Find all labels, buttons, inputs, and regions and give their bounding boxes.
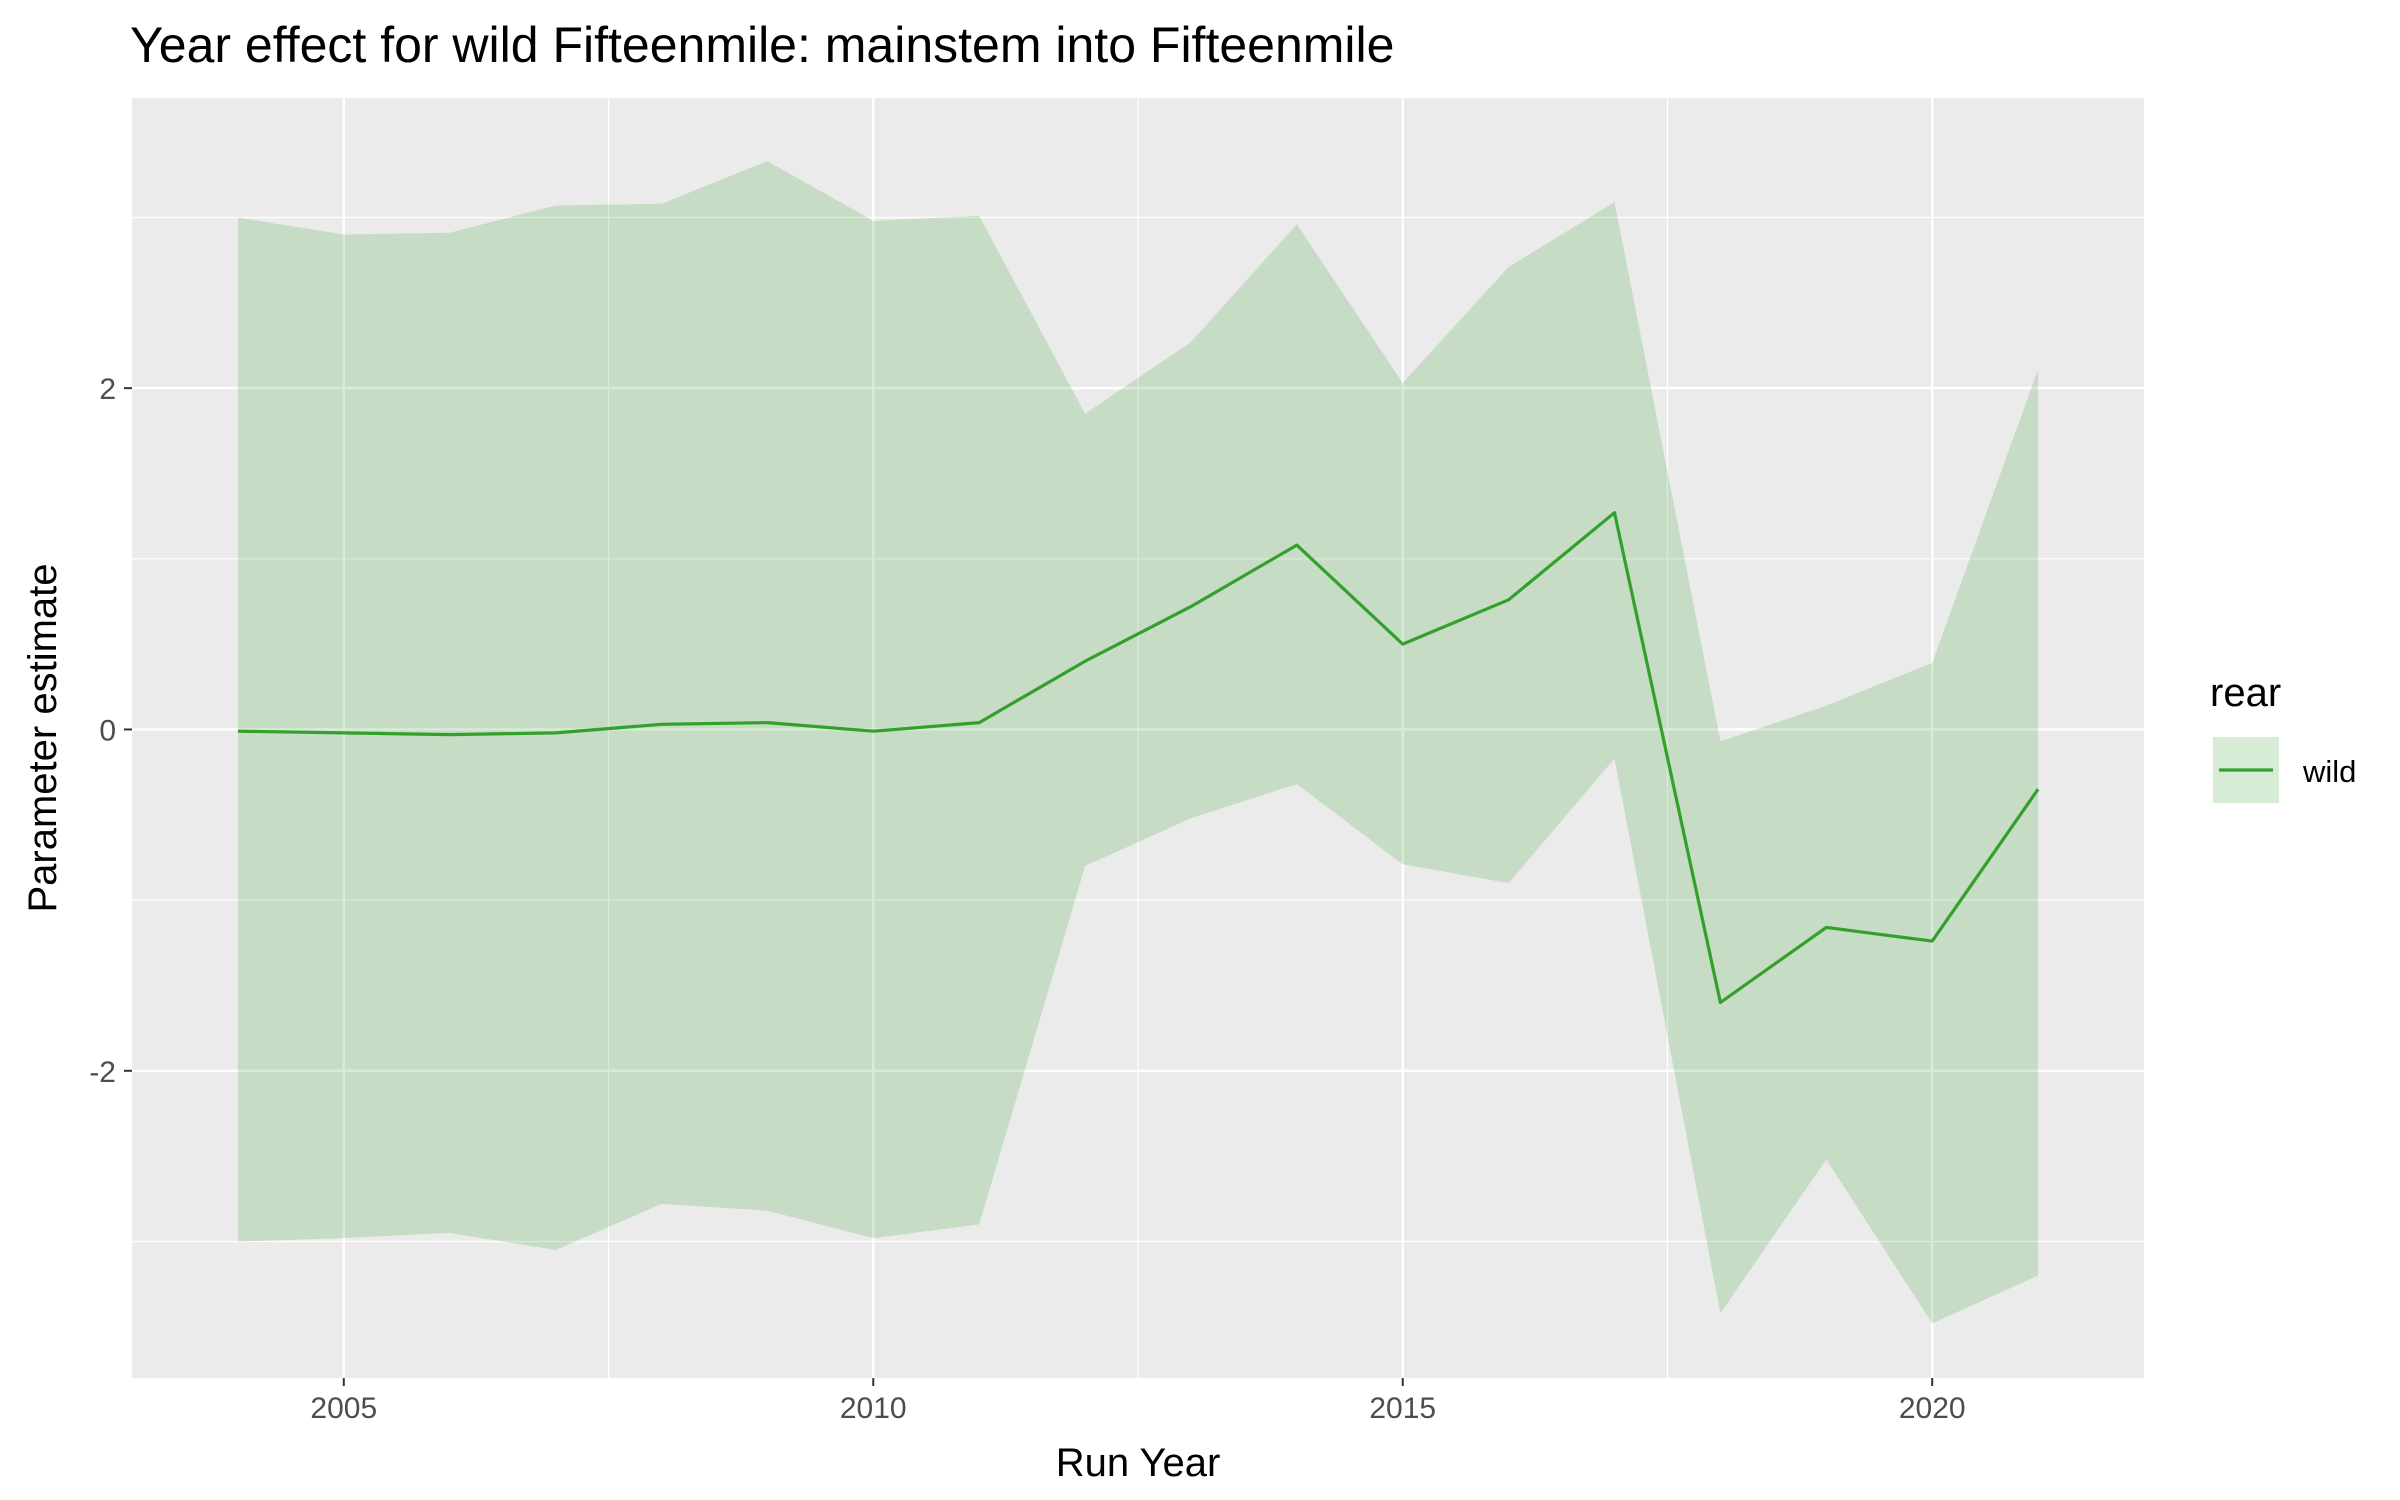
data-point-2020 [1929,938,1935,944]
data-point-2008 [658,721,664,727]
y-tick-label: -2 [89,1056,116,1089]
x-tick-label: 2015 [1369,1392,1436,1425]
legend-title: rear [2210,671,2281,715]
data-point-2012 [1082,658,1088,664]
data-point-2007 [553,730,559,736]
data-point-2009 [764,720,770,726]
y-tick-label: 2 [99,373,116,406]
data-point-2006 [447,732,453,738]
major-gridlines [132,98,2144,1378]
data-point-2018 [1717,1000,1723,1006]
legend: rear wild [2210,671,2356,805]
x-tick-label: 2005 [310,1392,377,1425]
x-tick-label: 2020 [1899,1392,1966,1425]
x-tick-label: 2010 [840,1392,907,1425]
data-point-2005 [341,730,347,736]
y-axis-ticks: -2 0 2 [89,373,132,1089]
data-point-2021 [2035,786,2041,792]
data-point-2015 [1400,641,1406,647]
confidence-ribbon-wild [237,161,2039,1324]
chart-title: Year effect for wild Fifteenmile: mainst… [130,17,1394,73]
data-point-2014 [1294,542,1300,548]
x-axis-ticks: 2005 2010 2015 2020 [310,1378,1966,1425]
minor-gridlines [132,98,2144,1378]
data-point-2016 [1506,597,1512,603]
data-point-2011 [976,720,982,726]
legend-label-wild: wild [2302,754,2356,789]
x-axis-title: Run Year [1056,1441,1221,1485]
data-point-2019 [1823,924,1829,930]
data-point-2017 [1612,510,1618,516]
data-point-2004 [235,728,241,734]
data-point-2010 [870,728,876,734]
y-tick-label: 0 [99,714,116,747]
y-axis-title: Parameter estimate [21,563,65,912]
data-point-2013 [1188,604,1194,610]
series-line-wild [237,511,2040,1005]
